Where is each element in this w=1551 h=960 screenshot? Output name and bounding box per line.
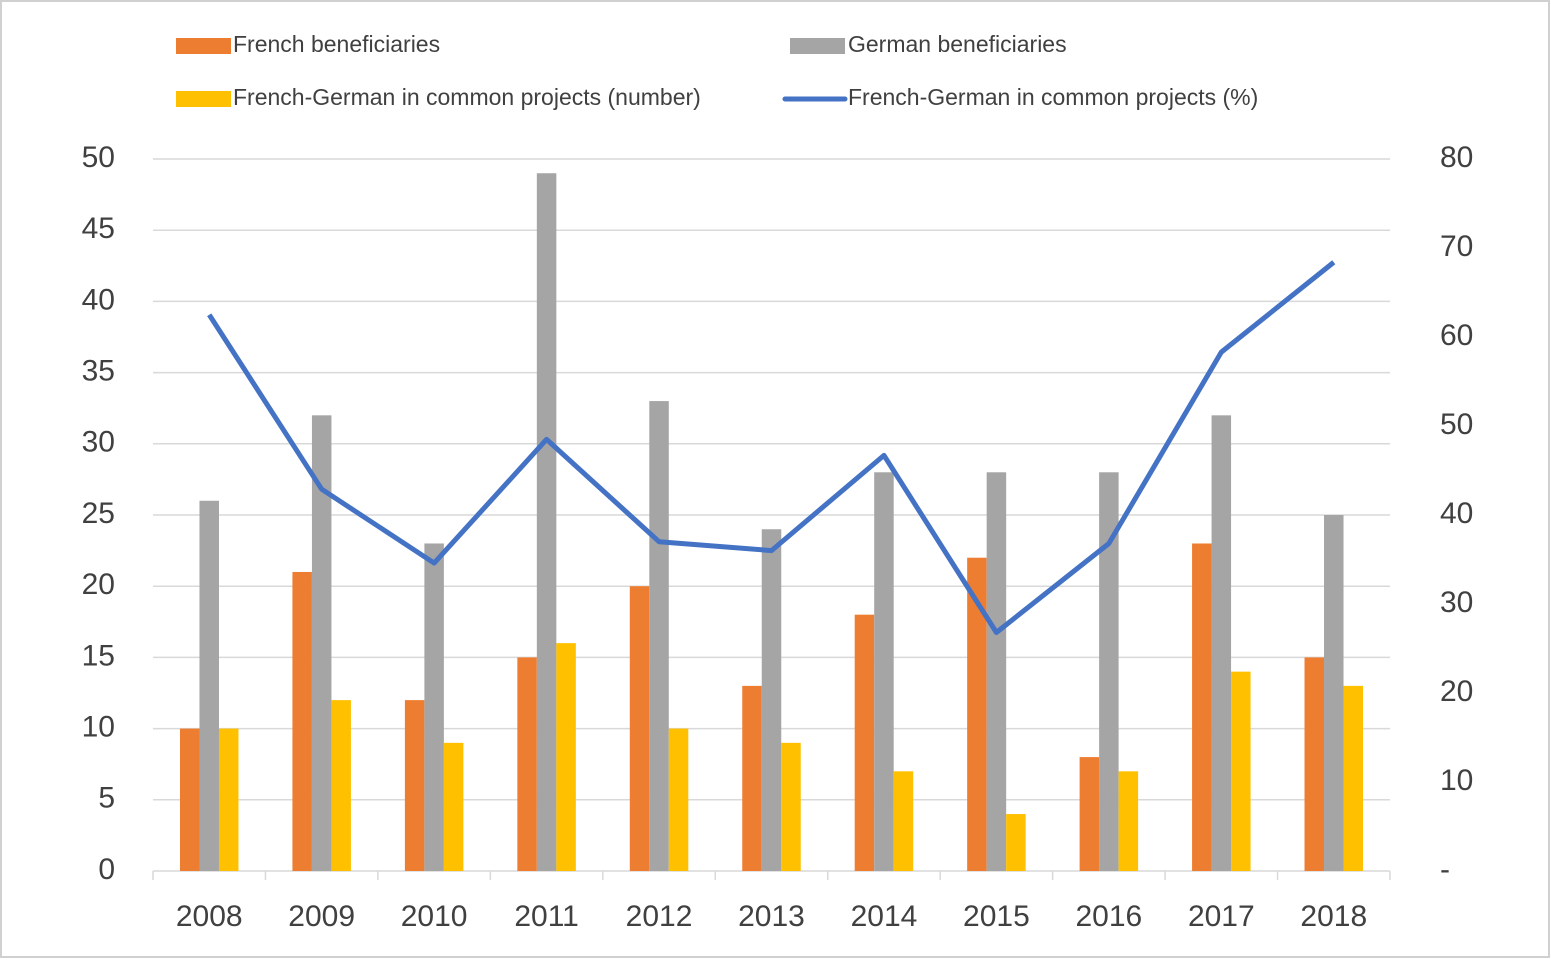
bar (629, 586, 650, 871)
bar (331, 700, 351, 871)
bar (1304, 657, 1325, 871)
y-tick-label: 50 (82, 141, 115, 174)
y2-tick-label: 80 (1440, 141, 1473, 174)
y-tick-label: 20 (82, 568, 115, 601)
bar (1343, 685, 1364, 871)
bar (218, 728, 239, 871)
bar (781, 742, 801, 871)
bar (893, 771, 914, 871)
y2-tick-label: 30 (1440, 586, 1473, 619)
y2-tick-label: 40 (1440, 497, 1473, 530)
y2-tick-label: 50 (1440, 408, 1473, 441)
bar (311, 415, 332, 871)
bar (761, 529, 782, 871)
y2-tick-label: 70 (1440, 230, 1473, 263)
y2-tick-label: 10 (1440, 764, 1473, 797)
legend-label: French-German in common projects (number… (233, 84, 701, 110)
x-tick-label: 2018 (1300, 900, 1367, 933)
x-tick-label: 2014 (851, 900, 918, 933)
bar (874, 472, 894, 871)
x-tick-label: 2009 (288, 900, 355, 933)
bar (536, 173, 557, 872)
y2-tick-label: - (1440, 853, 1450, 886)
legend-swatch (176, 91, 231, 107)
x-tick-label: 2011 (514, 900, 579, 933)
bar (179, 728, 200, 871)
bar (742, 685, 762, 871)
x-tick-label: 2016 (1075, 900, 1142, 933)
bar (424, 543, 444, 871)
bar (1099, 472, 1119, 871)
x-tick-label: 2013 (738, 900, 805, 933)
x-tick-label: 2008 (176, 900, 243, 933)
x-tick-label: 2010 (401, 900, 468, 933)
bar (404, 700, 425, 871)
bar (854, 614, 875, 871)
bar (1006, 814, 1026, 871)
y-tick-label: 35 (82, 355, 115, 388)
y2-tick-label: 20 (1440, 675, 1473, 708)
bar (1079, 757, 1100, 871)
line-series (207, 260, 1336, 635)
y-tick-label: 10 (82, 711, 115, 744)
y-tick-label: 15 (82, 639, 115, 672)
bar (292, 571, 312, 871)
legend-swatch (790, 38, 845, 54)
y-tick-label: 5 (98, 782, 115, 815)
y-tick-label: 25 (82, 497, 115, 530)
bar (199, 500, 219, 871)
bar (556, 643, 576, 871)
bar (1211, 415, 1232, 871)
bar (1118, 771, 1139, 871)
legend-label: German beneficiaries (848, 31, 1067, 57)
y2-tick-label: 60 (1440, 319, 1473, 352)
y-tick-label: 45 (82, 212, 115, 245)
bar (1192, 543, 1212, 871)
x-tick-label: 2017 (1188, 900, 1255, 933)
y-tick-label: 40 (82, 283, 115, 316)
y-tick-label: 30 (82, 426, 115, 459)
bar (649, 401, 669, 871)
legend-label: French-German in common projects (%) (848, 84, 1258, 110)
bar (986, 472, 1007, 871)
bar (517, 657, 537, 871)
x-tick-label: 2015 (963, 900, 1030, 933)
bar (1324, 515, 1344, 871)
legend-label: French beneficiaries (233, 31, 440, 57)
x-tick-label: 2012 (626, 900, 693, 933)
y-tick-label: 0 (98, 853, 115, 886)
bar (443, 742, 464, 871)
bar (967, 557, 987, 871)
legend-swatch (176, 38, 231, 54)
bar (1231, 671, 1251, 871)
bar (668, 728, 689, 871)
